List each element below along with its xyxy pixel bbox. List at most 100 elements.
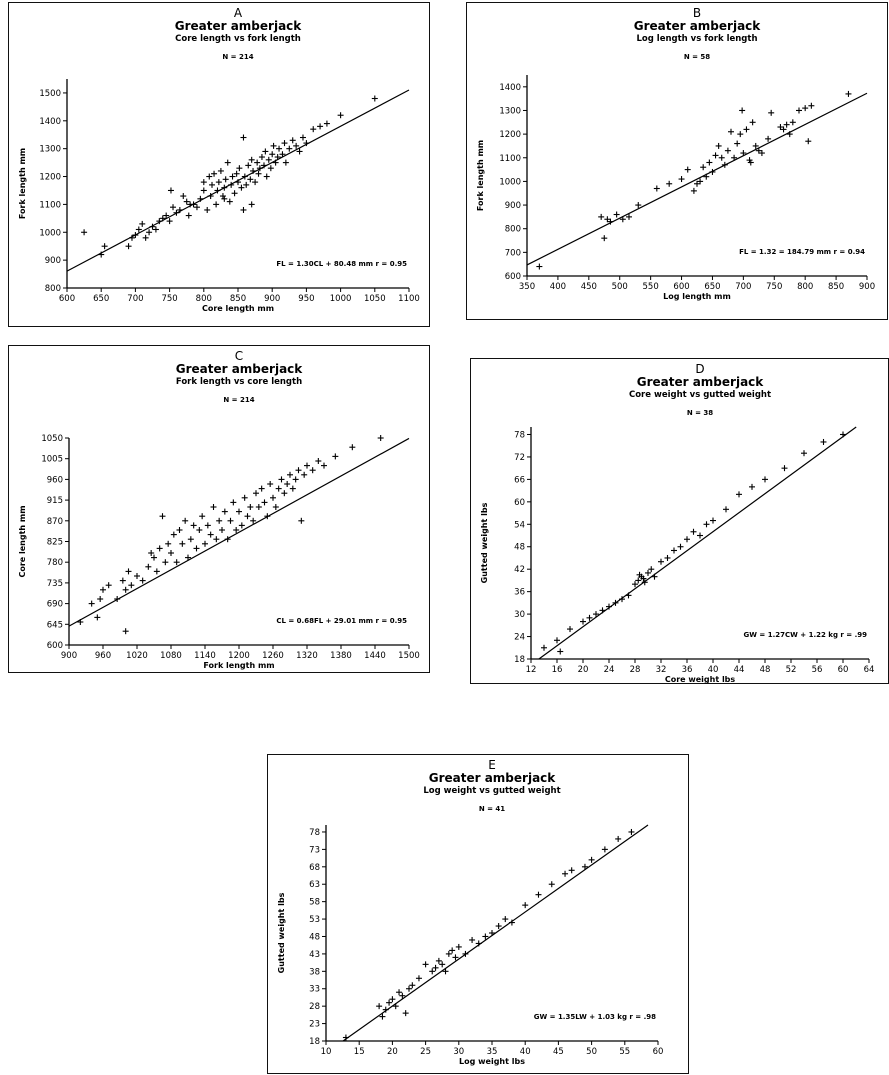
x-tick-label: 850 xyxy=(230,294,246,304)
data-point xyxy=(626,213,632,220)
data-point xyxy=(449,947,456,954)
data-point xyxy=(287,471,293,478)
panel-letter: D xyxy=(695,362,704,376)
data-point xyxy=(442,968,449,975)
x-tick-label: 600 xyxy=(59,294,75,304)
sample-size-label: N = 214 xyxy=(223,396,254,404)
data-point xyxy=(475,940,482,947)
data-point xyxy=(81,229,88,236)
data-point xyxy=(298,517,305,524)
data-point xyxy=(728,128,734,135)
data-point xyxy=(789,119,796,126)
y-tick-label: 900 xyxy=(505,201,521,211)
y-tick-label: 48 xyxy=(514,543,525,553)
data-point xyxy=(694,180,700,187)
regression-equation: GW = 1.27CW + 1.22 kg r = .99 xyxy=(744,631,868,639)
y-tick-label: 1500 xyxy=(39,89,61,99)
data-point xyxy=(469,936,476,943)
data-point xyxy=(197,195,204,202)
data-point xyxy=(737,131,744,138)
x-tick-label: 1500 xyxy=(398,651,420,661)
data-point xyxy=(802,105,809,112)
data-point xyxy=(180,193,187,200)
data-point xyxy=(221,184,228,191)
y-tick-label: 700 xyxy=(505,248,521,258)
data-point xyxy=(146,229,153,236)
y-tick-label: 54 xyxy=(514,520,525,530)
data-point xyxy=(125,243,132,250)
data-point xyxy=(284,481,291,487)
data-point xyxy=(216,517,223,524)
data-point xyxy=(777,124,784,131)
y-tick-label: 72 xyxy=(514,453,525,463)
data-point xyxy=(139,220,146,227)
x-tick-label: 1260 xyxy=(262,651,284,661)
data-point xyxy=(635,577,642,584)
y-tick-label: 1005 xyxy=(41,455,63,465)
panel-a: A Greater amberjack Core length vs fork le… xyxy=(8,2,430,327)
data-point xyxy=(182,517,189,524)
data-point xyxy=(337,112,344,119)
x-tick-label: 10 xyxy=(321,1047,332,1057)
data-point xyxy=(805,138,812,145)
data-point xyxy=(202,540,208,547)
y-tick-label: 18 xyxy=(309,1037,320,1047)
data-point xyxy=(243,181,250,188)
data-point xyxy=(389,996,396,1003)
data-point xyxy=(139,577,146,584)
x-tick-label: 650 xyxy=(93,294,109,304)
x-tick-label: 1200 xyxy=(228,651,250,661)
data-point xyxy=(210,504,217,510)
data-point xyxy=(780,126,787,133)
data-point xyxy=(586,614,593,621)
data-point xyxy=(185,212,192,219)
data-point xyxy=(377,435,384,441)
data-point xyxy=(276,145,283,152)
data-point xyxy=(211,170,218,177)
data-point xyxy=(376,1003,383,1010)
data-point xyxy=(270,142,277,149)
data-point xyxy=(739,107,746,114)
x-tick-label: 32 xyxy=(656,665,667,675)
y-tick-label: 800 xyxy=(45,284,61,294)
data-point xyxy=(236,165,243,172)
data-point xyxy=(213,536,220,543)
data-point xyxy=(132,232,139,239)
panel-d: D Greater amberjack Core weight vs gutted … xyxy=(470,358,889,684)
y-tick-label: 73 xyxy=(309,845,320,855)
x-tick-label: 800 xyxy=(797,282,813,292)
data-point xyxy=(296,148,303,155)
data-point xyxy=(820,438,827,445)
data-point xyxy=(606,603,612,610)
data-point xyxy=(200,187,207,194)
chart-subtitle: Fork length vs core length xyxy=(176,377,302,387)
data-point xyxy=(88,600,95,607)
data-point xyxy=(204,522,211,529)
data-point xyxy=(619,216,626,223)
data-point xyxy=(429,968,436,975)
panel-letter: C xyxy=(235,349,243,363)
data-point xyxy=(261,499,268,506)
data-point xyxy=(703,173,710,180)
regression-line xyxy=(526,92,868,266)
y-tick-label: 33 xyxy=(309,985,320,995)
data-point xyxy=(452,954,459,961)
y-axis-label: Fork length mm xyxy=(18,148,27,219)
x-tick-label: 800 xyxy=(196,294,212,304)
data-point xyxy=(666,180,673,187)
data-point xyxy=(98,251,105,258)
x-tick-label: 900 xyxy=(859,282,875,292)
x-tick-label: 1140 xyxy=(194,651,216,661)
data-point xyxy=(379,1013,386,1020)
x-tick-label: 20 xyxy=(387,1047,398,1057)
data-point xyxy=(153,568,160,575)
panel-letter: E xyxy=(488,758,496,772)
data-point xyxy=(684,166,691,173)
data-point xyxy=(601,235,608,242)
data-point xyxy=(697,178,704,185)
x-tick-label: 750 xyxy=(766,282,782,292)
data-point xyxy=(226,198,233,205)
data-point xyxy=(224,159,231,166)
